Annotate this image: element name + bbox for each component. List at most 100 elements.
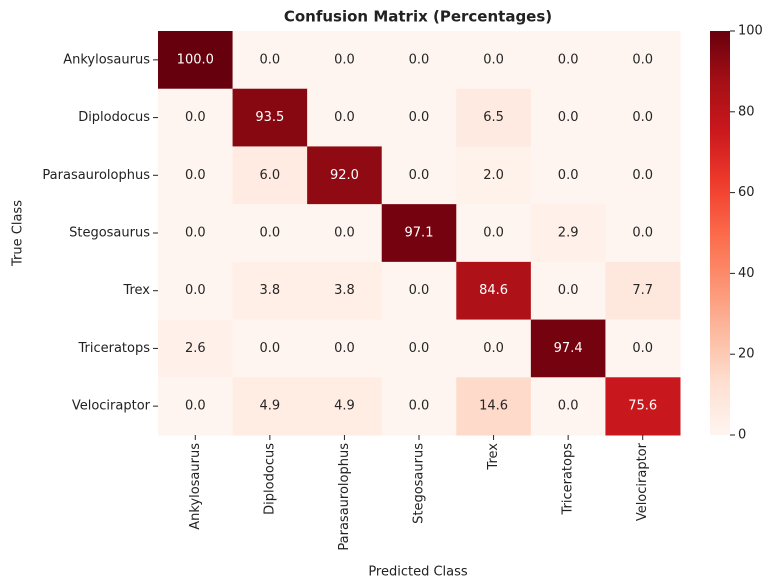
heatmap-cell (232, 319, 308, 378)
cell-label: 6.0 (260, 168, 281, 183)
heatmap-cell (307, 261, 383, 321)
heatmap-cell (456, 261, 532, 321)
colorbar-tick-label: 80 (738, 104, 755, 119)
heatmap-cell (307, 31, 383, 90)
cell-label: 0.0 (409, 341, 430, 356)
x-tick-label: Trex (486, 443, 501, 471)
heatmap-cell (605, 146, 681, 205)
heatmap-cell (232, 146, 308, 205)
cell-label: 0.0 (409, 283, 430, 298)
heatmap-cell (158, 146, 234, 205)
heatmap-cell (605, 319, 681, 378)
heatmap-cell (307, 146, 383, 205)
heatmap-cell (307, 377, 383, 436)
cell-label: 92.0 (330, 168, 359, 183)
cell-label: 0.0 (483, 52, 504, 67)
y-axis-label: True Class (11, 200, 26, 267)
cell-label: 0.0 (185, 283, 206, 298)
heatmap-cell (158, 204, 234, 263)
y-tick-label: Stegosaurus (69, 226, 150, 241)
x-tick-label: Diplodocus (262, 443, 277, 515)
heatmap-cell (158, 319, 234, 378)
heatmap-cell (232, 88, 308, 147)
colorbar (710, 31, 730, 435)
heatmap-cell (307, 88, 383, 147)
heatmap-cell (605, 377, 681, 436)
heatmap-cell (232, 204, 308, 263)
heatmap-cell (307, 319, 383, 378)
cell-label: 93.5 (255, 110, 284, 125)
x-tick-label: Stegosaurus (412, 443, 427, 524)
heatmap-cell (530, 31, 606, 90)
heatmap-cell (605, 204, 681, 263)
heatmap-cell (381, 377, 457, 436)
heatmap-cell (307, 204, 383, 263)
heatmap-cell (456, 377, 532, 436)
cell-label: 0.0 (409, 52, 430, 67)
cell-label: 14.6 (479, 399, 508, 414)
cell-label: 6.5 (483, 110, 504, 125)
heatmap-cell (381, 261, 457, 321)
x-tick-label: Ankylosaurus (188, 443, 203, 530)
cell-label: 97.4 (554, 341, 583, 356)
cell-label: 4.9 (260, 399, 281, 414)
colorbar-tick-label: 100 (738, 24, 763, 39)
heatmap-cell (381, 146, 457, 205)
heatmap-cell (530, 146, 606, 205)
heatmap-cell (605, 31, 681, 90)
cell-label: 0.0 (632, 226, 653, 241)
heatmap-cell (456, 319, 532, 378)
cell-label: 100.0 (177, 52, 214, 67)
heatmap-cell (232, 31, 308, 90)
colorbar-tick-label: 20 (738, 347, 755, 362)
x-tick-label: Parasaurolophus (337, 443, 352, 551)
x-tick-label: Velociraptor (635, 442, 650, 521)
y-tick-label: Diplodocus (78, 110, 150, 125)
colorbar-tick-label: 0 (738, 428, 746, 443)
cell-label: 3.8 (260, 283, 281, 298)
cell-label: 0.0 (632, 341, 653, 356)
heatmap-cell (456, 88, 532, 147)
cell-label: 0.0 (260, 226, 281, 241)
cell-label: 0.0 (185, 110, 206, 125)
cell-label: 0.0 (185, 226, 206, 241)
cell-label: 0.0 (632, 110, 653, 125)
heatmap-cell (530, 261, 606, 321)
cell-label: 3.8 (334, 283, 355, 298)
heatmap-cell (158, 88, 234, 147)
cell-label: 0.0 (334, 341, 355, 356)
cell-label: 0.0 (558, 283, 579, 298)
chart-title: Confusion Matrix (Percentages) (284, 8, 552, 26)
cell-label: 0.0 (260, 52, 281, 67)
x-tick-label: Triceratops (561, 443, 576, 516)
cell-label: 4.9 (334, 399, 355, 414)
y-tick-label: Triceratops (77, 341, 150, 356)
cell-label: 0.0 (632, 168, 653, 183)
cell-label: 2.0 (483, 168, 504, 183)
heatmap-cell (530, 204, 606, 263)
cell-label: 0.0 (558, 52, 579, 67)
cell-label: 0.0 (334, 226, 355, 241)
cell-label: 97.1 (405, 226, 434, 241)
cell-label: 2.6 (185, 341, 206, 356)
heatmap-cell (158, 31, 234, 90)
heatmap-cell (158, 377, 234, 436)
heatmap-cell (530, 319, 606, 378)
cell-label: 0.0 (558, 168, 579, 183)
colorbar-tick-label: 40 (738, 266, 755, 281)
cell-label: 0.0 (409, 399, 430, 414)
heatmap-cell (456, 146, 532, 205)
cell-label: 0.0 (558, 110, 579, 125)
cell-label: 0.0 (409, 168, 430, 183)
cell-label: 0.0 (185, 168, 206, 183)
heatmap-cell (530, 88, 606, 147)
heatmap-cell (381, 204, 457, 263)
heatmap-cell (530, 377, 606, 436)
cell-label: 0.0 (409, 110, 430, 125)
heatmap-cell (605, 261, 681, 321)
cell-label: 0.0 (185, 399, 206, 414)
y-tick-label: Ankylosaurus (63, 52, 150, 67)
heatmap-cell (381, 319, 457, 378)
heatmap-cell (381, 31, 457, 90)
